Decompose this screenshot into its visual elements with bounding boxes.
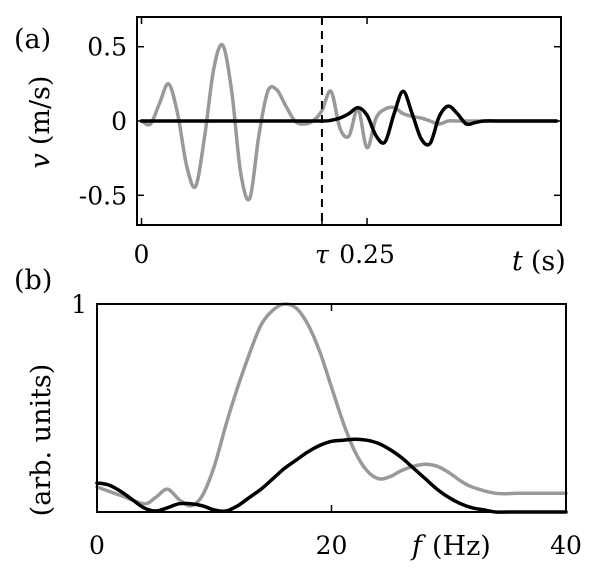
panel-a-x-label: t (s) bbox=[512, 246, 566, 277]
panel-b-x-ticks: 0 20 40 bbox=[89, 304, 582, 560]
panel-a-series-group bbox=[139, 42, 559, 202]
panel-a-y-label: v (m/s) bbox=[25, 76, 56, 169]
panel-b-y-label: (arb. units) bbox=[26, 364, 57, 517]
panel-b-y-ticks: 1 bbox=[71, 290, 566, 319]
panel-a: (a) 0 τ 0.25 0.5 0 -0.5 t (s) v (m/s) bbox=[14, 16, 566, 277]
panel-a-y-tick-label: 0.5 bbox=[87, 33, 127, 62]
panel-b-x-label: f (Hz) bbox=[410, 531, 491, 562]
panel-b-frame bbox=[96, 303, 567, 513]
panel-a-x-ticks: 0 τ 0.25 bbox=[134, 17, 395, 269]
panel-b-series-line-1 bbox=[95, 302, 568, 508]
panel-a-x-unit: (s) bbox=[531, 246, 566, 277]
panel-b: (b) 0 20 40 1 f (Hz) (arb. units) bbox=[14, 265, 582, 562]
panel-a-y-unit: (m/s) bbox=[25, 76, 56, 146]
panel-b-x-tick-label: 20 bbox=[316, 531, 348, 560]
panel-a-x-tick-label: 0 bbox=[134, 240, 150, 269]
panel-b-y-tick-label: 1 bbox=[71, 290, 87, 319]
panel-b-x-var: f bbox=[410, 531, 426, 562]
panel-b-x-tick-label: 40 bbox=[550, 531, 582, 560]
panel-a-y-tick-label: -0.5 bbox=[79, 181, 127, 210]
panel-b-series-line-2 bbox=[95, 437, 568, 514]
panel-b-label: (b) bbox=[14, 265, 52, 296]
panel-a-x-tick-label: τ bbox=[315, 240, 330, 269]
panel-a-y-var: v bbox=[25, 153, 56, 168]
panel-a-y-tick-label: 0 bbox=[111, 107, 127, 136]
panel-a-x-var: t bbox=[512, 246, 523, 277]
panel-b-x-unit: (Hz) bbox=[432, 531, 491, 562]
panel-a-x-tick-label: 0.25 bbox=[339, 240, 395, 269]
panel-b-x-tick-label: 0 bbox=[89, 531, 105, 560]
panel-a-label: (a) bbox=[14, 24, 51, 55]
panel-b-series-group bbox=[95, 302, 568, 514]
panel-a-y-ticks: 0.5 0 -0.5 bbox=[79, 33, 561, 210]
panel-a-series-line-2 bbox=[139, 89, 559, 147]
